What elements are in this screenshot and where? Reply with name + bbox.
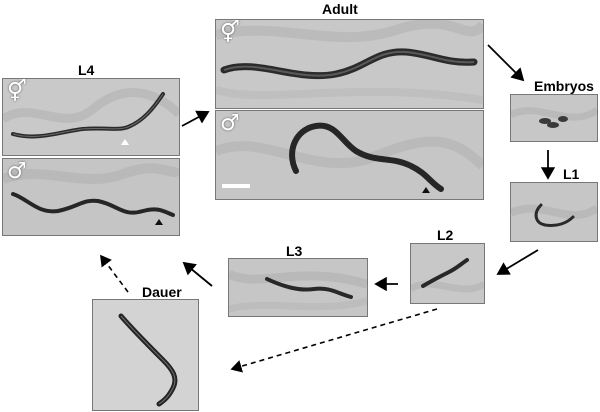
arrowhead-marker bbox=[121, 139, 129, 145]
l4-male-image: ♂ bbox=[2, 158, 180, 236]
male-symbol: ♂ bbox=[220, 111, 240, 136]
arrow-adult-to-embryos bbox=[487, 44, 525, 82]
embryos-image bbox=[510, 94, 598, 142]
l2-label: L2 bbox=[437, 227, 454, 243]
adult-male-image: ♂ bbox=[215, 110, 484, 200]
arrowhead-marker bbox=[422, 187, 430, 193]
l4-hermaphrodite-image: ⚥ bbox=[2, 78, 180, 156]
adult-hermaphrodite-image: ⚥ bbox=[215, 19, 484, 109]
arrow-dauer-to-l4 bbox=[100, 254, 129, 293]
adult-label: Adult bbox=[322, 1, 358, 17]
l2-image bbox=[410, 243, 485, 304]
hermaphrodite-symbol: ⚥ bbox=[220, 20, 240, 45]
arrow-l3-to-l4 bbox=[182, 261, 213, 287]
hermaphrodite-symbol: ⚥ bbox=[7, 79, 27, 104]
dauer-image bbox=[92, 299, 199, 411]
arrowhead-marker bbox=[155, 219, 163, 225]
embryos-label: Embryos bbox=[534, 78, 594, 94]
l3-label: L3 bbox=[286, 243, 303, 259]
l1-label: L1 bbox=[563, 166, 580, 182]
l1-image bbox=[510, 182, 598, 242]
scale-bar bbox=[222, 184, 250, 188]
l3-image bbox=[228, 258, 368, 317]
arrow-l2-to-dauer bbox=[230, 308, 438, 373]
arrow-l1-to-l2 bbox=[496, 249, 539, 275]
dauer-label: Dauer bbox=[142, 284, 182, 300]
l4-label: L4 bbox=[78, 62, 95, 78]
arrow-l4-to-adult bbox=[181, 110, 210, 127]
male-symbol: ♂ bbox=[7, 159, 27, 184]
